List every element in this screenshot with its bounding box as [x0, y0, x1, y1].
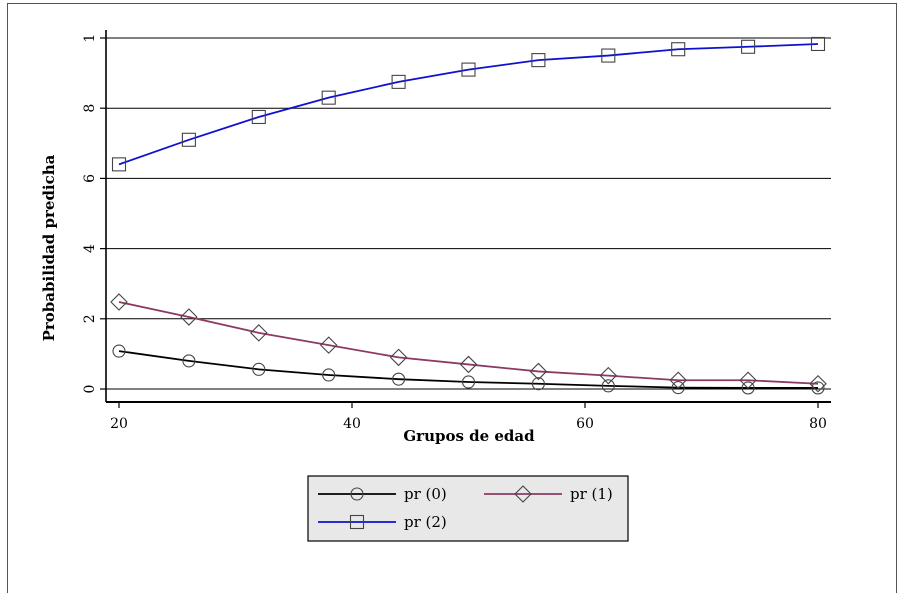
point-diamond	[529, 362, 548, 381]
point-circle	[601, 379, 615, 393]
series-line	[118, 350, 818, 389]
axes	[100, 30, 831, 408]
point-square	[810, 36, 826, 52]
y-tick-label: 0	[82, 385, 98, 394]
x-axis-title: Grupos de edad	[403, 427, 535, 445]
point-square	[601, 48, 616, 63]
y-tick-label: 1	[82, 34, 98, 43]
point-square	[181, 132, 196, 147]
legend: pr (0) pr (1) pr (2)	[307, 475, 629, 542]
series-group	[110, 36, 827, 395]
point-diamond	[459, 355, 478, 374]
point-diamond	[669, 371, 687, 390]
point-diamond	[514, 485, 532, 503]
point-circle	[182, 354, 196, 368]
series-2	[111, 36, 826, 172]
legend-box	[307, 475, 629, 542]
gridlines	[106, 37, 831, 390]
y-tick-label: 2	[82, 314, 98, 323]
point-diamond	[319, 336, 338, 354]
series-line	[118, 301, 819, 385]
legend-entry: pr (2)	[318, 513, 447, 531]
chart-frame	[7, 3, 897, 593]
point-square	[461, 62, 476, 77]
point-circle	[322, 368, 336, 382]
point-circle	[112, 344, 126, 358]
point-diamond	[599, 366, 618, 385]
point-diamond	[180, 308, 198, 326]
y-tick-label: 8	[82, 104, 98, 113]
y-axis-title: Probabilidad predicha	[40, 154, 58, 341]
point-diamond	[739, 371, 757, 390]
point-square	[349, 514, 365, 530]
series-1	[110, 293, 827, 393]
point-circle	[252, 362, 266, 376]
point-square	[321, 90, 336, 105]
y-tick-label: 4	[82, 244, 98, 253]
point-square	[111, 157, 127, 172]
point-square	[741, 39, 756, 54]
legend-label: pr (1)	[570, 485, 613, 503]
legend-label: pr (2)	[404, 513, 447, 531]
y-tick-label: 6	[82, 174, 98, 183]
point-diamond	[809, 374, 827, 393]
point-square	[671, 42, 686, 57]
x-tick-label: 60	[576, 416, 594, 432]
x-tick-label: 40	[343, 416, 361, 432]
point-square	[251, 109, 266, 125]
series-line	[118, 43, 819, 166]
point-circle	[531, 377, 545, 391]
point-circle	[671, 381, 685, 395]
point-diamond	[110, 293, 128, 311]
point-circle	[392, 372, 406, 386]
y-tick-labels: 0 2 4 6 8 1	[82, 34, 98, 394]
point-square	[531, 53, 546, 68]
series-0	[112, 344, 825, 395]
legend-entry: pr (1)	[484, 485, 613, 503]
point-square	[391, 74, 406, 89]
point-circle	[350, 487, 364, 501]
x-tick-label: 20	[110, 416, 128, 432]
point-circle	[461, 375, 476, 389]
point-circle	[741, 381, 755, 395]
point-diamond	[389, 348, 408, 367]
x-tick-labels: 20 40 60 80	[110, 416, 827, 432]
point-diamond	[250, 324, 268, 342]
point-circle	[811, 381, 825, 395]
x-tick-label: 80	[809, 416, 827, 432]
legend-entry: pr (0)	[318, 485, 447, 503]
legend-label: pr (0)	[404, 485, 447, 503]
